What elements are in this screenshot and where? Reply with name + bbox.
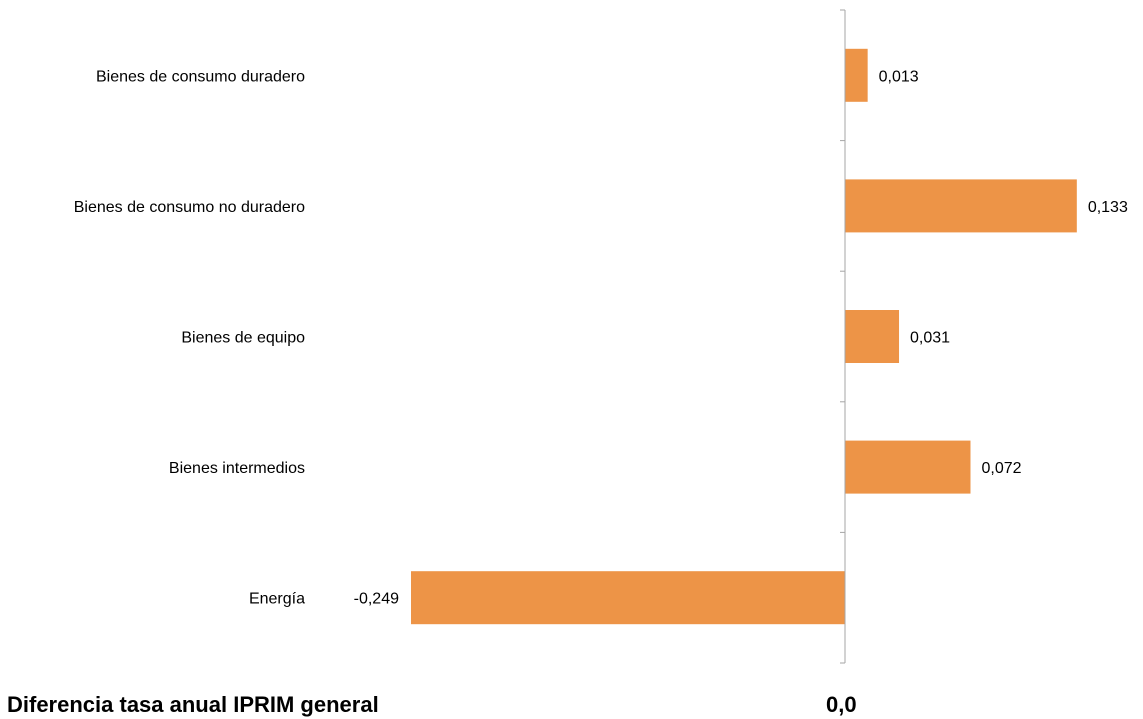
- value-label-1: 0,133: [1088, 199, 1128, 216]
- zero-axis: [840, 9, 846, 664]
- footer-label: Diferencia tasa anual IPRIM general: [7, 692, 379, 717]
- bar-3: [845, 440, 971, 494]
- bar-4: [411, 571, 845, 625]
- value-label-2: 0,031: [910, 330, 950, 347]
- category-labels: Bienes de consumo duradero Bienes de cons…: [74, 68, 305, 607]
- category-label-2: Bienes de equipo: [181, 330, 305, 347]
- bar-1: [845, 179, 1077, 233]
- category-label-0: Bienes de consumo duradero: [96, 68, 305, 85]
- bar-2: [845, 310, 900, 363]
- bars-layer: [411, 48, 1077, 625]
- value-labels: 0,013 0,133 0,031 0,072 -0,249: [354, 68, 1128, 607]
- value-label-3: 0,072: [981, 460, 1021, 477]
- value-label-4: -0,249: [354, 591, 399, 608]
- value-label-0: 0,013: [879, 68, 919, 85]
- bar-0: [845, 48, 868, 102]
- category-label-4: Energía: [249, 591, 305, 608]
- category-label-1: Bienes de consumo no duradero: [74, 199, 305, 216]
- bar-chart: Bienes de consumo duradero Bienes de cons…: [74, 9, 1128, 664]
- category-label-3: Bienes intermedios: [169, 460, 305, 477]
- footer-value: 0,0: [826, 692, 857, 717]
